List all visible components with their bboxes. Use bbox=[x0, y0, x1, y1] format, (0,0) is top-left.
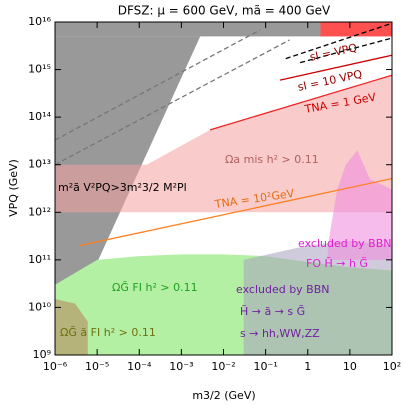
annotation: Ωa mis h² > 0.11 bbox=[225, 153, 319, 166]
line bbox=[55, 29, 261, 141]
x-tick-label: 10⁻⁴ bbox=[127, 360, 152, 373]
y-tick-label: 10⁹ bbox=[33, 348, 51, 361]
annotation: H̃ → ã → s G̃ bbox=[240, 305, 305, 318]
x-tick-label: 10 bbox=[343, 360, 357, 373]
x-tick-label: 10⁻⁵ bbox=[85, 360, 109, 373]
x-tick-label: 10² bbox=[383, 360, 401, 373]
annotation: m²ã V²PQ>3m²3/2 M²Pl bbox=[58, 181, 187, 194]
y-tick-label: 10¹⁴ bbox=[28, 110, 51, 123]
line bbox=[55, 39, 290, 166]
line bbox=[79, 177, 392, 247]
region bbox=[327, 150, 392, 260]
chart-title: DFSZ: μ = 600 GeV, mã = 400 GeV bbox=[118, 4, 331, 18]
annotation: ΩG̃ ã FI h² > 0.11 bbox=[60, 326, 156, 339]
x-tick-label: 10⁻³ bbox=[169, 360, 193, 373]
x-tick-label: 1 bbox=[304, 360, 311, 373]
annotation: FO H̃ → h G̃ bbox=[306, 257, 368, 270]
y-axis-label: VPQ (GeV) bbox=[7, 159, 20, 217]
annotation: ΩG̃ FI h² > 0.11 bbox=[112, 281, 198, 294]
line bbox=[209, 74, 392, 131]
y-tick-label: 10¹⁵ bbox=[28, 63, 51, 76]
y-tick-label: 10¹⁶ bbox=[28, 15, 51, 28]
x-tick-label: 10⁻⁶ bbox=[43, 360, 68, 373]
region bbox=[243, 240, 392, 355]
annotation: excluded by BBN bbox=[236, 283, 330, 296]
line bbox=[279, 54, 392, 81]
x-axis-label: m3/2 (GeV) bbox=[192, 389, 255, 402]
y-tick-label: 10¹¹ bbox=[28, 253, 51, 266]
y-tick-label: 10¹⁰ bbox=[28, 300, 51, 313]
annotation: s → hh,WW,ZZ bbox=[240, 327, 320, 340]
y-tick-label: 10¹² bbox=[28, 205, 51, 218]
line bbox=[285, 22, 392, 60]
x-tick-label: 10⁻¹ bbox=[254, 360, 278, 373]
region bbox=[55, 75, 392, 213]
region bbox=[55, 299, 88, 355]
y-tick-label: 10¹³ bbox=[28, 158, 51, 171]
annotation: excluded by BBN bbox=[298, 237, 392, 250]
axes: 10⁻⁶ 10⁻⁵ 10⁻⁴ 10⁻³ 10⁻² 10⁻¹ 1 10 10² 10⁹ 10¹⁰ 10¹… bbox=[28, 15, 401, 373]
x-tick-label: 10⁻² bbox=[211, 360, 235, 373]
region bbox=[320, 22, 392, 37]
